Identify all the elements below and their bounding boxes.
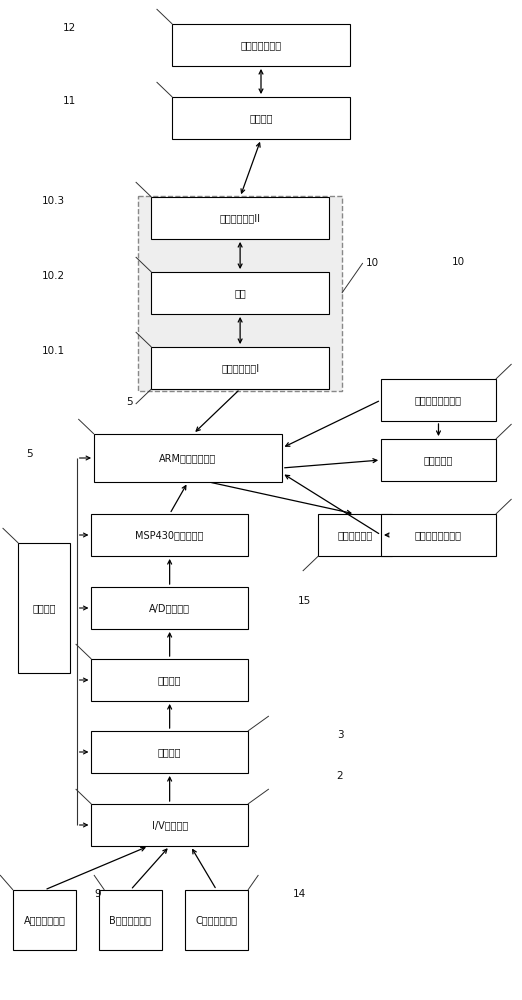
Text: 供电电池: 供电电池 <box>32 603 56 613</box>
Text: 5: 5 <box>26 449 33 459</box>
Text: 12: 12 <box>63 23 76 33</box>
Bar <box>91 659 248 701</box>
Text: B相电流传感器: B相电流传感器 <box>110 915 151 925</box>
Text: 时钟电路模块: 时钟电路模块 <box>337 530 373 540</box>
Text: 15: 15 <box>298 596 311 606</box>
Text: 光网: 光网 <box>234 288 246 298</box>
Bar <box>91 587 248 629</box>
Text: C相电流传感器: C相电流传感器 <box>196 915 238 925</box>
Text: A/D转换模块: A/D转换模块 <box>149 603 190 613</box>
Text: 10: 10 <box>452 257 465 267</box>
Bar <box>151 197 329 239</box>
Text: 14: 14 <box>292 889 305 899</box>
Bar <box>185 890 248 950</box>
Text: 光波测试模块I: 光波测试模块I <box>221 363 259 373</box>
Bar <box>172 97 350 139</box>
Text: 10.3: 10.3 <box>42 196 65 206</box>
Text: I/V转换电路: I/V转换电路 <box>151 820 188 830</box>
Bar <box>381 379 496 421</box>
Text: 2: 2 <box>337 771 343 781</box>
Bar <box>151 347 329 389</box>
Bar <box>91 514 248 556</box>
Text: 11: 11 <box>63 96 76 106</box>
Bar <box>91 731 248 773</box>
Text: 按键操作电路模块: 按键操作电路模块 <box>415 395 462 405</box>
Text: 10.2: 10.2 <box>42 271 65 281</box>
Bar <box>91 804 248 846</box>
Bar <box>138 196 342 390</box>
Text: 5: 5 <box>126 397 133 407</box>
Text: 10.1: 10.1 <box>42 346 65 356</box>
Text: 数据存储电路模块: 数据存储电路模块 <box>415 530 462 540</box>
Bar <box>18 543 70 673</box>
Text: 3: 3 <box>337 730 343 740</box>
Bar <box>381 514 496 556</box>
Bar <box>381 439 496 481</box>
Text: ARM嵌入式处理器: ARM嵌入式处理器 <box>159 453 217 463</box>
Bar <box>94 434 282 482</box>
Text: 光波测试模块II: 光波测试模块II <box>220 213 260 223</box>
Text: 10: 10 <box>365 258 378 268</box>
Text: MSP430单片机模块: MSP430单片机模块 <box>136 530 204 540</box>
Bar <box>99 890 162 950</box>
Text: 滤波电路: 滤波电路 <box>158 675 182 685</box>
Bar <box>172 24 350 66</box>
Bar <box>318 514 392 556</box>
Text: 液晶显示屏: 液晶显示屏 <box>424 455 453 465</box>
Text: 调制解调: 调制解调 <box>249 113 273 123</box>
Bar <box>13 890 76 950</box>
Text: 9: 9 <box>94 889 101 899</box>
Text: 放大电路: 放大电路 <box>158 747 182 757</box>
Text: 上位机管理软件: 上位机管理软件 <box>241 40 281 50</box>
Bar <box>151 272 329 314</box>
Text: A相电流传感器: A相电流传感器 <box>23 915 65 925</box>
